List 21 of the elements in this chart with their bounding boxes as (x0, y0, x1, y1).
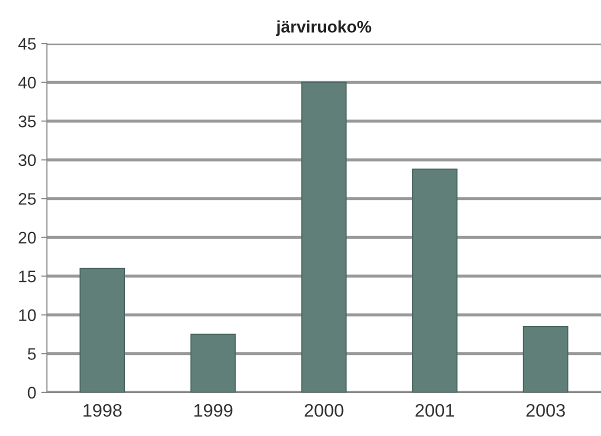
bar (412, 168, 458, 392)
x-tick-label: 2000 (304, 404, 344, 417)
y-tick-label: 40 (18, 76, 36, 89)
y-tick-label: 5 (28, 348, 36, 360)
y-tick-label: 15 (19, 270, 36, 282)
x-tick-label: 2001 (416, 404, 454, 417)
y-tick-label: 10 (19, 309, 36, 322)
x-tick-label: 1999 (194, 404, 232, 417)
bar (301, 82, 347, 392)
x-tick-label: 1998 (84, 404, 122, 417)
y-tick-label: 0 (28, 386, 36, 399)
y-tick-label: 45 (18, 38, 36, 50)
bar (522, 326, 568, 392)
y-tick-label: 20 (18, 232, 36, 244)
chart-title: järviruoko% (276, 20, 372, 36)
x-tick-label: 2003 (526, 404, 565, 417)
y-tick-label: 35 (18, 116, 36, 128)
bar (190, 334, 236, 392)
bar (80, 268, 126, 392)
y-tick-label: 25 (18, 193, 36, 205)
y-tick-label: 30 (18, 154, 36, 166)
